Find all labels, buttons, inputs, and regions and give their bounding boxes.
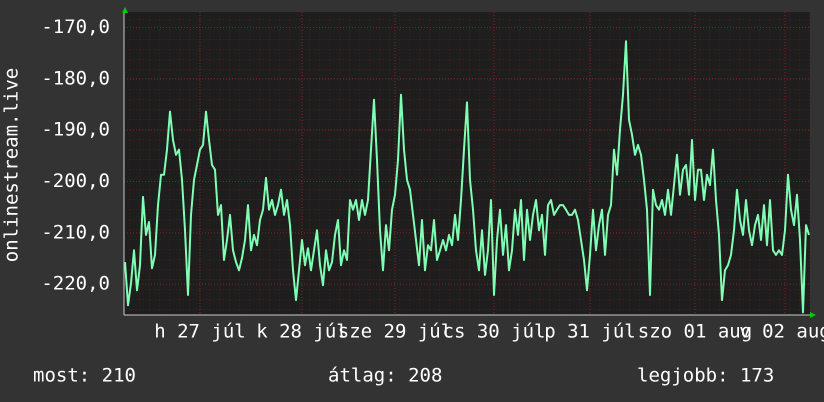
- stat-average: átlag: 208: [328, 365, 442, 387]
- y-tick-label: -170,0: [41, 16, 110, 38]
- y-tick-label: -190,0: [41, 119, 110, 141]
- marks: [124, 40, 810, 314]
- y-tick-label: -210,0: [41, 221, 110, 243]
- axis-arrow: [810, 312, 816, 318]
- x-tick-label: v 02 aug: [739, 321, 824, 343]
- y-tick-label: -220,0: [41, 273, 110, 295]
- x-tick-label: szo 01 aug: [638, 321, 752, 343]
- x-tick-label: h 27 júl: [154, 321, 246, 343]
- stat-current: most: 210: [33, 365, 136, 387]
- minor-grid: [124, 12, 810, 315]
- series-line: [124, 40, 810, 314]
- stat-best: legjobb: 173: [637, 365, 774, 387]
- x-tick-label: p 31 júl: [544, 321, 636, 343]
- x-tick-label: k 28 júl: [256, 321, 348, 343]
- y-tick-label: -200,0: [41, 170, 110, 192]
- y-tick-label: -180,0: [41, 67, 110, 89]
- axis-arrow: [122, 7, 128, 13]
- y-axis-label: onlinestream.live: [1, 68, 23, 262]
- x-tick-label: sze 29 júl: [338, 321, 452, 343]
- x-tick-label: cs 30 júl: [443, 321, 546, 343]
